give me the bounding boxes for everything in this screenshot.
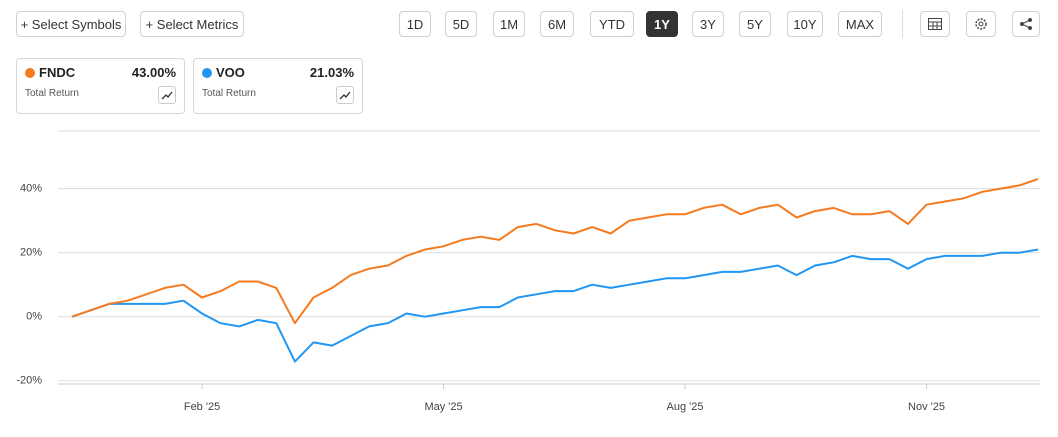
legend-label: VOO [216,65,245,80]
toolbar-button[interactable]: + Select Symbols [16,11,126,37]
separator [902,10,903,38]
legend-label: FNDC [39,65,76,80]
range-button[interactable]: 10Y [787,11,823,37]
card-metric: Total Return [25,88,79,99]
range-button[interactable]: MAX [838,11,882,37]
legend-card: VOO 21.03% Total Return [193,58,363,114]
y-tick-label: 40% [20,183,42,195]
range-button[interactable]: 3Y [692,11,724,37]
card-value: 21.03% [309,65,354,80]
y-tick-label: 0% [26,311,42,323]
y-tick-label: 20% [20,247,42,259]
range-button[interactable]: 6M [540,11,574,37]
trend-icon [339,91,351,100]
range-button[interactable]: 1Y [646,11,678,37]
range-button[interactable]: 5Y [739,11,771,37]
table-icon [928,18,942,30]
chart-icon-button[interactable] [336,86,354,104]
legend-marker [25,68,35,78]
series-line [71,248,1039,363]
gear-icon [975,18,987,30]
series-line [71,178,1039,325]
range-button[interactable]: 1M [493,11,525,37]
range-button[interactable]: YTD [590,11,634,37]
toolbar-button[interactable]: + Select Metrics [140,11,244,37]
table-button[interactable] [920,11,950,37]
card-metric: Total Return [202,88,256,99]
share-icon [1020,18,1032,30]
x-tick-label: Nov '25 [908,401,945,413]
legend-marker [202,68,212,78]
card-value: 43.00% [131,65,176,80]
trend-icon [161,91,173,100]
chart-icon-button[interactable] [158,86,176,104]
y-tick-label: -20% [16,375,42,387]
x-tick-label: May '25 [424,401,462,413]
x-tick-label: Aug '25 [667,401,704,413]
settings-button[interactable] [966,11,996,37]
range-button[interactable]: 1D [399,11,431,37]
legend-card: FNDC 43.00% Total Return [16,58,185,114]
x-tick-label: Feb '25 [184,401,220,413]
range-button[interactable]: 5D [445,11,477,37]
share-button[interactable] [1012,11,1040,37]
